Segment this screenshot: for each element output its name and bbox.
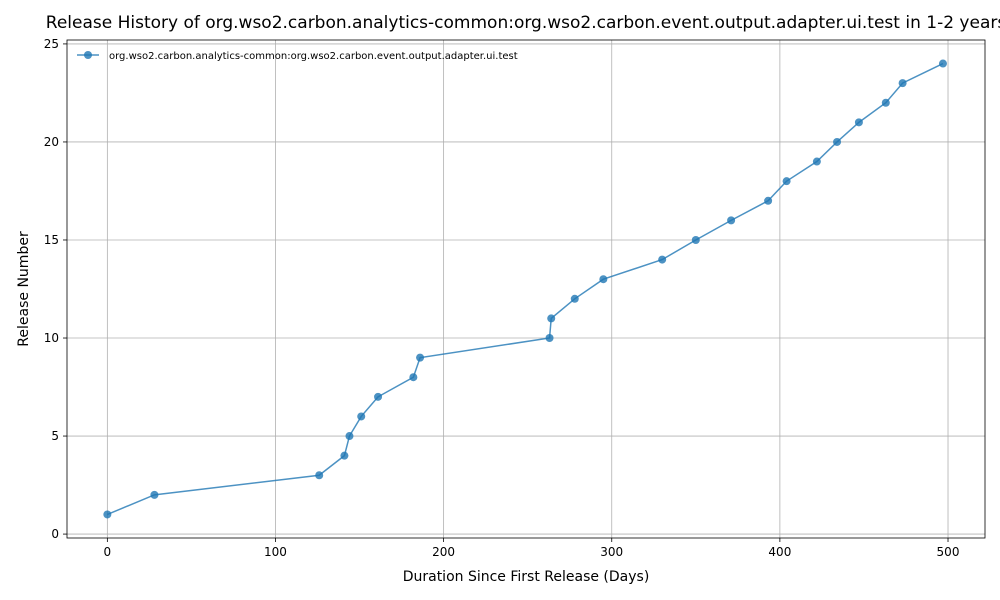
data-point <box>833 137 842 146</box>
x-tick-label: 200 <box>432 545 455 559</box>
y-tick-label: 5 <box>51 429 59 443</box>
data-point <box>570 294 579 303</box>
data-point <box>545 334 554 343</box>
data-point <box>782 177 791 186</box>
x-axis-title: Duration Since First Release (Days) <box>403 569 650 585</box>
x-tick-label: 300 <box>600 545 623 559</box>
x-tick-label: 500 <box>937 545 960 559</box>
data-point <box>727 216 736 225</box>
data-point <box>345 432 354 441</box>
data-point <box>374 392 383 401</box>
y-tick-label: 25 <box>44 37 59 51</box>
data-point <box>416 353 425 362</box>
data-point <box>547 314 556 323</box>
data-point <box>658 255 667 264</box>
data-point <box>599 275 608 284</box>
y-tick-label: 10 <box>44 331 59 345</box>
chart-title: Release History of org.wso2.carbon.analy… <box>46 13 1000 33</box>
data-point <box>357 412 366 421</box>
grid-lines <box>67 40 985 538</box>
legend-marker-swatch <box>84 51 92 59</box>
data-point <box>854 118 863 127</box>
plot-area-frame <box>66 39 986 539</box>
x-tick-label: 400 <box>768 545 791 559</box>
data-point <box>340 451 349 460</box>
series-layer <box>103 59 947 519</box>
legend: org.wso2.carbon.analytics-common:org.wso… <box>77 51 518 62</box>
data-point <box>150 490 159 499</box>
y-tick-label: 20 <box>44 135 59 149</box>
axis-ticks: 0 100 200 300 400 500 0 5 10 15 20 25 <box>44 37 960 559</box>
data-point <box>938 59 947 68</box>
x-tick-label: 100 <box>264 545 287 559</box>
y-tick-label: 0 <box>51 527 59 541</box>
data-point <box>764 196 773 205</box>
data-point <box>409 373 418 382</box>
data-point <box>691 235 700 244</box>
legend-entry-label: org.wso2.carbon.analytics-common:org.wso… <box>109 51 518 62</box>
data-point <box>315 471 324 480</box>
x-tick-label: 0 <box>104 545 112 559</box>
data-point <box>103 510 112 519</box>
data-point <box>898 79 907 88</box>
data-point <box>881 98 890 107</box>
data-point <box>812 157 821 166</box>
y-tick-label: 15 <box>44 233 59 247</box>
y-axis-title: Release Number <box>16 231 32 347</box>
